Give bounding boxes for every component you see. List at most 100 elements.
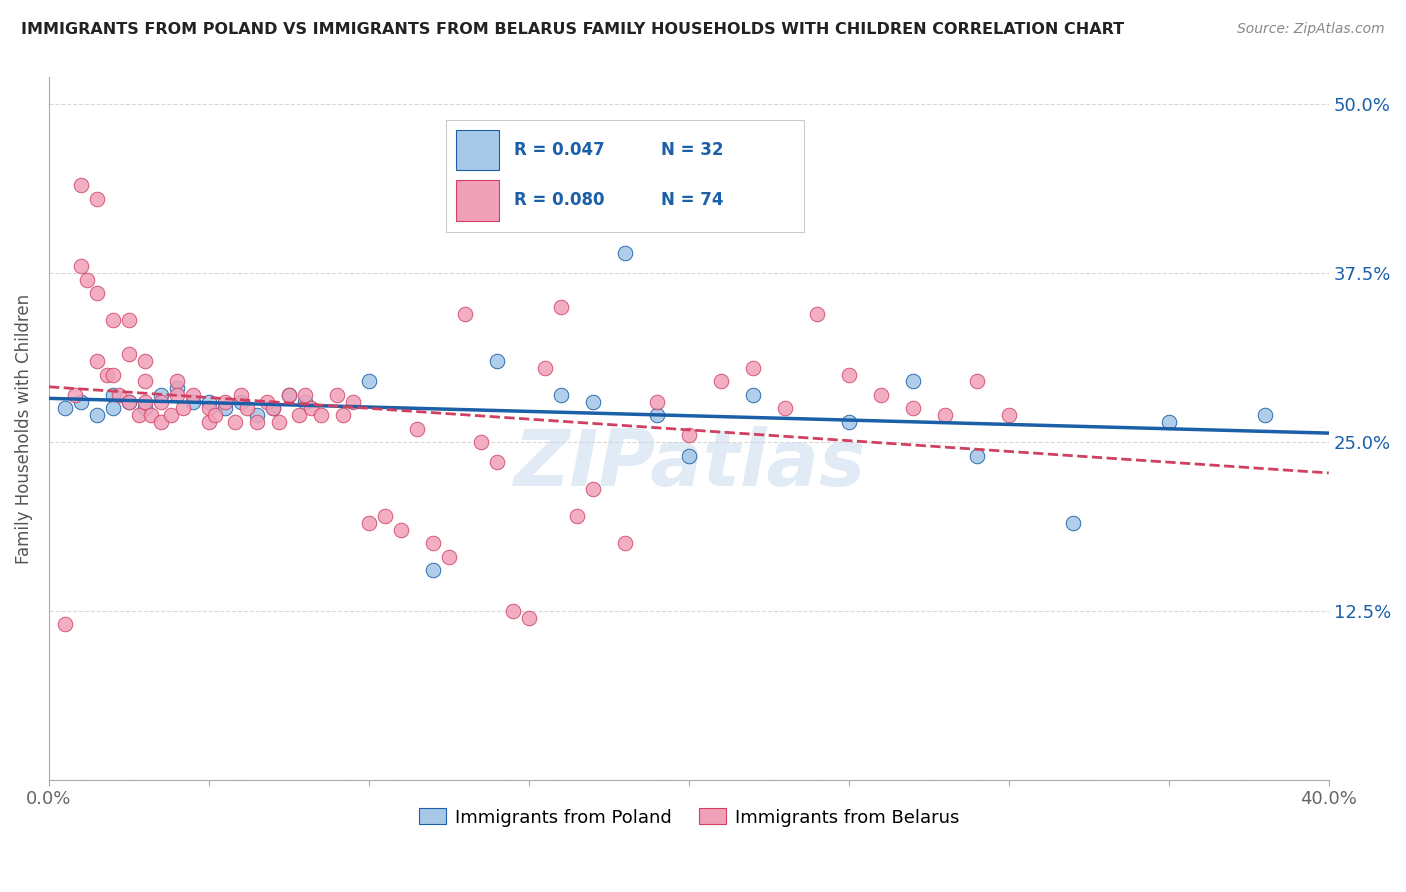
Point [149,388,172,402]
Point [901,401,924,416]
Point [1157,415,1180,429]
Point [517,610,540,624]
Point [773,401,796,416]
Point [246,408,269,422]
Point [565,509,588,524]
Point [966,449,988,463]
Point [246,415,269,429]
Point [966,374,988,388]
Point [309,408,332,422]
Point [70,178,93,193]
Point [118,347,141,361]
Point [287,408,309,422]
Point [256,394,278,409]
Point [326,388,349,402]
Point [101,401,124,416]
Point [806,307,828,321]
Point [172,401,194,416]
Point [198,415,221,429]
Point [550,388,572,402]
Point [678,428,700,442]
Point [294,394,316,409]
Point [485,455,508,469]
Point [118,394,141,409]
Point [406,421,429,435]
Point [357,374,380,388]
Point [86,354,108,368]
Text: Source: ZipAtlas.com: Source: ZipAtlas.com [1237,22,1385,37]
Point [485,354,508,368]
Text: ZIPatlas: ZIPatlas [513,425,865,501]
Text: IMMIGRANTS FROM POLAND VS IMMIGRANTS FROM BELARUS FAMILY HOUSEHOLDS WITH CHILDRE: IMMIGRANTS FROM POLAND VS IMMIGRANTS FRO… [21,22,1125,37]
Point [134,394,156,409]
Point [134,354,156,368]
Point [134,401,156,416]
Point [613,246,636,260]
Point [214,394,236,409]
Point [229,388,252,402]
Point [901,374,924,388]
Point [53,401,76,416]
Point [934,408,956,422]
Point [101,388,124,402]
Point [710,374,733,388]
Point [198,394,221,409]
Point [236,401,259,416]
Point [645,394,668,409]
Point [502,604,524,618]
Point [278,388,301,402]
Point [96,368,118,382]
Point [613,536,636,550]
Point [550,300,572,314]
Point [357,516,380,530]
Point [198,401,221,416]
Point [70,260,93,274]
Point [181,388,204,402]
Point [269,415,291,429]
Point [389,523,412,537]
Point [645,408,668,422]
Point [53,617,76,632]
Point [741,360,763,375]
Point [582,483,605,497]
Point [741,388,763,402]
Point [869,388,891,402]
Point [166,388,188,402]
Point [134,374,156,388]
Point [63,388,86,402]
Point [838,415,860,429]
Point [678,449,700,463]
Point [101,368,124,382]
Point [422,536,444,550]
Point [294,388,316,402]
Point [1254,408,1277,422]
Point [278,388,301,402]
Point [70,394,93,409]
Point [149,415,172,429]
Point [422,563,444,577]
Point [332,408,354,422]
Point [1062,516,1084,530]
Point [437,549,460,564]
Point [101,313,124,327]
Point [159,408,181,422]
Point [76,273,98,287]
Y-axis label: Family Households with Children: Family Households with Children [15,293,32,564]
Point [181,394,204,409]
Point [534,360,557,375]
Point [86,192,108,206]
Point [374,509,396,524]
Point [86,286,108,301]
Point [224,415,246,429]
Point [262,401,284,416]
Point [299,401,322,416]
Point [166,381,188,395]
Point [128,408,150,422]
Point [342,394,364,409]
Point [229,394,252,409]
Point [141,408,163,422]
Point [166,374,188,388]
Legend: Immigrants from Poland, Immigrants from Belarus: Immigrants from Poland, Immigrants from … [412,801,966,834]
Point [214,401,236,416]
Point [454,307,477,321]
